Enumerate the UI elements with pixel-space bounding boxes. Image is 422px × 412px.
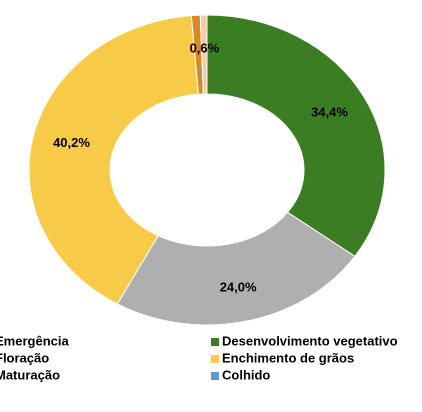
legend-swatch <box>211 355 219 363</box>
data-label: 34,4% <box>311 105 348 120</box>
legend-label: Colhido <box>222 367 270 382</box>
slice <box>206 14 386 257</box>
legend-swatch <box>211 372 219 380</box>
slice <box>28 15 200 305</box>
legend-swatch <box>211 338 219 346</box>
legend-label: Emergência <box>0 333 69 348</box>
legend-label: Desenvolvimento vegetativo <box>222 333 398 348</box>
legend-label: Enchimento de grãos <box>222 350 354 365</box>
slice <box>199 14 208 95</box>
data-label: 24,0% <box>220 279 257 294</box>
data-label: 0,6% <box>190 41 220 56</box>
data-label: 40,2% <box>53 135 90 150</box>
legend-label: Maturação <box>0 367 60 382</box>
slice <box>116 211 356 326</box>
legend-label: Floração <box>0 350 49 365</box>
